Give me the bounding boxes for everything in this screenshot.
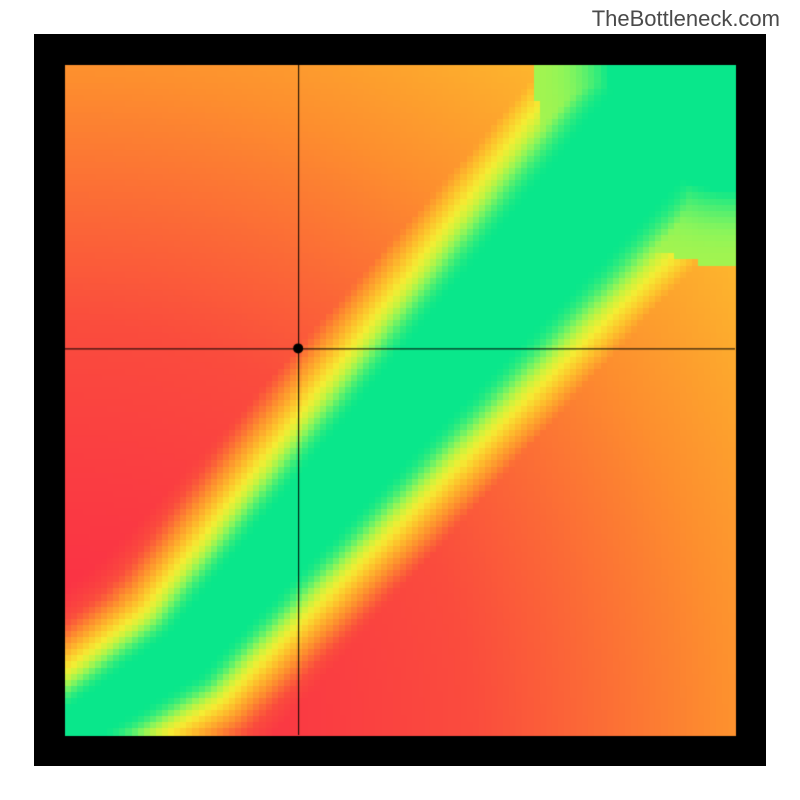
watermark-text: TheBottleneck.com bbox=[592, 6, 780, 32]
bottleneck-heatmap bbox=[34, 34, 766, 766]
heatmap-canvas bbox=[34, 34, 766, 766]
